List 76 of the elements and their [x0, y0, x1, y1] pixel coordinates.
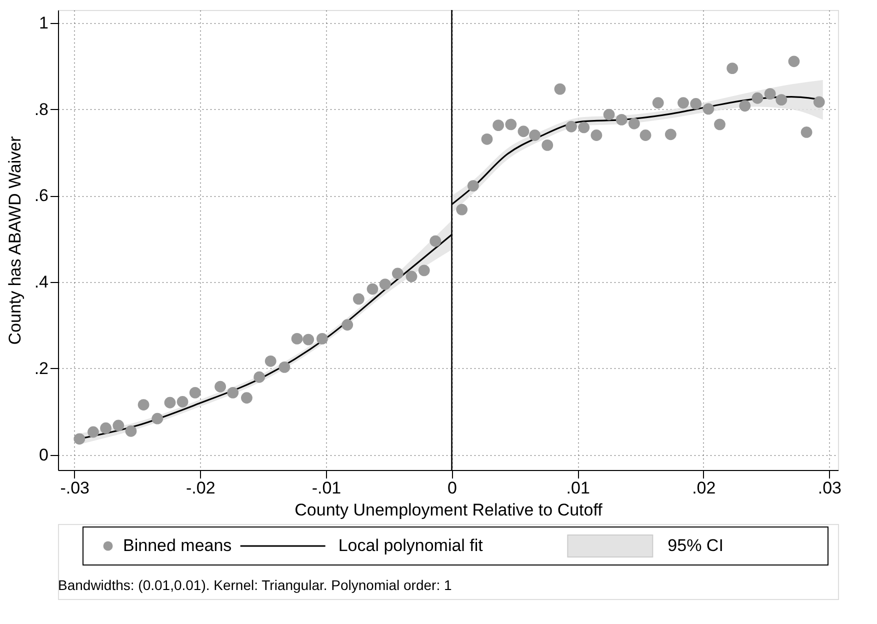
x-tick-label: .02 [692, 478, 716, 498]
point [214, 380, 226, 392]
point [125, 425, 137, 437]
point [800, 126, 812, 138]
legend-label: Binned means [123, 536, 232, 555]
point [788, 56, 800, 68]
point [640, 130, 652, 141]
point [578, 122, 590, 134]
y-tick-label: .2 [34, 359, 48, 378]
point [227, 386, 239, 398]
point [254, 371, 265, 383]
point [542, 140, 554, 151]
point [302, 334, 314, 346]
point [366, 283, 378, 295]
y-axis-title: County has ABAWD Waiver [5, 136, 24, 345]
point [406, 270, 418, 282]
point [164, 396, 176, 408]
point [554, 83, 566, 95]
point [566, 120, 577, 132]
point [189, 386, 201, 398]
point [392, 268, 404, 280]
point [739, 100, 751, 112]
point [714, 118, 726, 130]
point [430, 235, 442, 247]
point [100, 422, 112, 434]
point [752, 92, 764, 104]
x-tick-label: .03 [818, 478, 842, 498]
point [628, 118, 640, 130]
x-tick-label: -.02 [186, 478, 216, 498]
point [112, 420, 124, 432]
y-tick-label: 1 [39, 13, 48, 32]
y-tick-label: .6 [34, 186, 48, 206]
y-tick-label: .8 [34, 100, 48, 119]
point [678, 97, 689, 109]
point [518, 126, 530, 138]
point [603, 108, 615, 120]
point [726, 62, 738, 74]
point [418, 264, 430, 276]
point [316, 333, 328, 344]
point [664, 128, 676, 140]
point [88, 426, 99, 438]
point [152, 412, 164, 424]
point [776, 94, 788, 106]
point [764, 88, 776, 100]
point [278, 362, 290, 373]
point [616, 114, 628, 126]
text: Bandwidths: (0.01,0.01). Kernel: Triangular. Polynomial order: 1 [58, 577, 452, 593]
x-tick-label: .01 [566, 478, 590, 498]
point [138, 399, 150, 410]
point [590, 130, 602, 141]
point [529, 130, 541, 141]
x-tick-label: 0 [448, 478, 458, 498]
point [241, 392, 252, 404]
x-tick-label: -.03 [60, 478, 90, 498]
point [467, 180, 479, 192]
x-tick-label: -.01 [312, 478, 342, 498]
point [505, 118, 517, 130]
point [813, 96, 825, 108]
point [702, 103, 714, 115]
point [291, 333, 303, 344]
point [74, 433, 86, 445]
point [492, 120, 504, 132]
point [352, 293, 364, 305]
point [342, 319, 354, 331]
y-tick-label: 0 [39, 445, 48, 464]
point [264, 355, 276, 367]
point [481, 133, 493, 145]
point [690, 98, 702, 110]
point [176, 396, 188, 408]
x-axis-title: County Unemployment Relative to Cutoff [294, 500, 603, 520]
legend-label: Local polynomial fit [338, 536, 484, 555]
y-tick-label: .4 [34, 272, 48, 292]
point [456, 204, 468, 216]
point [652, 97, 664, 109]
point [379, 278, 391, 290]
legend-label: 95% CI [668, 536, 724, 555]
